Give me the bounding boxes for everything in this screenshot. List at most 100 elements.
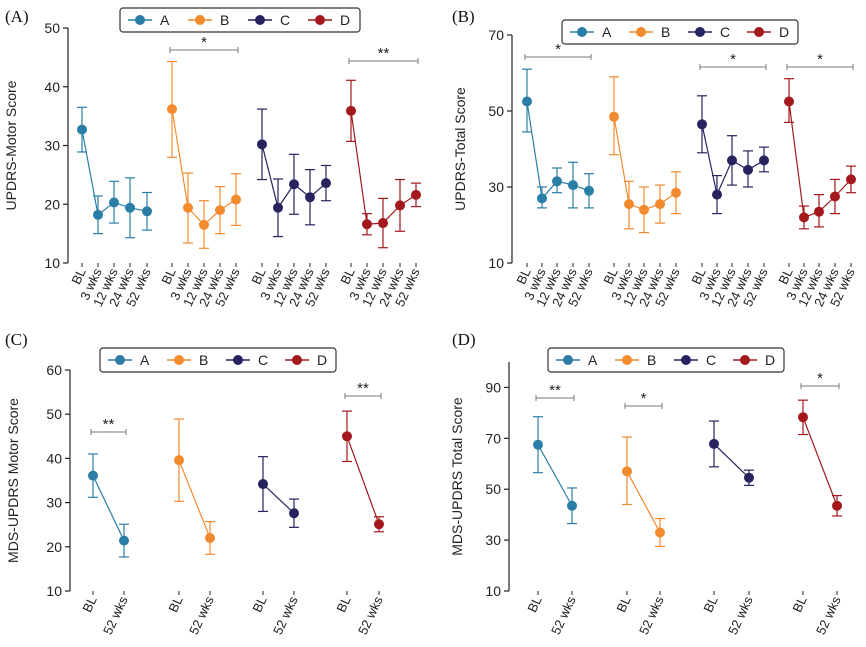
series-line-A xyxy=(92,475,125,541)
x-tick-label: BL xyxy=(700,594,720,615)
legend-box xyxy=(119,7,361,33)
y-tick-label: 60 xyxy=(46,362,62,378)
x-tick-label: BL xyxy=(524,594,544,615)
x-tick-label: BL xyxy=(337,266,357,287)
series-line-B xyxy=(178,459,211,539)
x-tick-label: 52 wks xyxy=(548,593,579,636)
data-point-A xyxy=(142,206,152,217)
significance-label: * xyxy=(555,41,561,58)
legend-marker-C xyxy=(695,27,705,37)
data-point-D xyxy=(799,212,809,223)
data-point-B xyxy=(639,204,649,215)
x-tick-label: BL xyxy=(248,266,268,287)
y-tick-label: 20 xyxy=(46,539,62,555)
y-tick-label: 50 xyxy=(485,481,501,497)
y-tick-label: 30 xyxy=(488,179,504,195)
panel-label: (D) xyxy=(452,330,476,349)
legend-label-C: C xyxy=(280,12,290,28)
y-tick-label: 10 xyxy=(46,583,62,599)
data-point-C xyxy=(744,472,754,483)
data-point-C xyxy=(257,139,267,150)
data-point-B xyxy=(199,219,209,230)
legend-label-C: C xyxy=(258,352,268,368)
legend-label-D: D xyxy=(340,12,350,28)
data-point-A xyxy=(552,176,562,187)
y-axis-label: MDS-UPDRS Total Score xyxy=(449,397,465,556)
y-tick-label: 30 xyxy=(485,532,501,548)
data-point-D xyxy=(832,500,842,511)
y-tick-label: 30 xyxy=(44,138,60,154)
y-axis-label: UPDRS-Total Score xyxy=(452,87,468,211)
data-point-C xyxy=(727,155,737,166)
legend-marker-A xyxy=(577,27,587,37)
series-line-A xyxy=(537,444,573,507)
data-point-D xyxy=(798,412,808,423)
y-axis-label: MDS-UPDRS Motor Score xyxy=(5,398,21,563)
legend-box xyxy=(547,347,785,373)
legend-label-D: D xyxy=(765,352,775,368)
data-point-D xyxy=(374,519,384,530)
legend-label-A: A xyxy=(140,352,150,368)
significance-label: * xyxy=(730,51,736,68)
x-tick-label: BL xyxy=(68,266,88,287)
y-tick-label: 20 xyxy=(44,196,60,212)
significance-label: * xyxy=(641,390,647,407)
significance-label: * xyxy=(817,370,823,387)
legend-marker-C xyxy=(233,355,243,365)
legend-marker-A xyxy=(115,355,125,365)
data-point-D xyxy=(346,105,356,116)
significance-label: * xyxy=(201,34,207,51)
x-tick-label: BL xyxy=(513,266,533,287)
x-tick-label: 52 wks xyxy=(355,593,386,636)
legend-marker-C xyxy=(255,15,265,25)
data-point-C xyxy=(759,155,769,166)
legend-label-C: C xyxy=(706,352,716,368)
x-tick-label: BL xyxy=(79,594,99,615)
legend-marker-D xyxy=(292,355,302,365)
data-point-B xyxy=(671,187,681,198)
legend-marker-C xyxy=(681,355,691,365)
x-tick-label: BL xyxy=(688,266,708,287)
data-point-B xyxy=(655,199,665,210)
legend-label-A: A xyxy=(160,12,170,28)
significance-label: ** xyxy=(357,380,369,397)
series-line-D xyxy=(788,101,852,219)
y-tick-label: 40 xyxy=(46,450,62,466)
x-tick-label: BL xyxy=(789,594,809,615)
data-point-B xyxy=(622,466,632,477)
data-point-C xyxy=(743,164,753,175)
x-tick-label: 52 wks xyxy=(186,593,217,636)
data-point-C xyxy=(273,202,283,213)
data-point-D xyxy=(342,431,352,442)
legend-marker-B xyxy=(195,15,205,25)
data-point-C xyxy=(712,189,722,200)
legend-label-B: B xyxy=(661,24,670,40)
data-point-D xyxy=(784,96,794,107)
data-point-A xyxy=(533,439,543,450)
data-point-B xyxy=(609,111,619,122)
y-tick-label: 50 xyxy=(44,20,60,36)
data-point-D xyxy=(378,218,388,229)
y-tick-label: 10 xyxy=(485,583,501,599)
x-tick-label: BL xyxy=(158,266,178,287)
data-point-A xyxy=(567,500,577,511)
data-point-D xyxy=(362,219,372,230)
data-point-B xyxy=(183,202,193,213)
y-tick-label: 30 xyxy=(46,495,62,511)
data-point-A xyxy=(77,124,87,135)
y-tick-label: 70 xyxy=(485,430,501,446)
y-tick-label: 50 xyxy=(46,406,62,422)
y-tick-label: 40 xyxy=(44,79,60,95)
panel-label: (A) xyxy=(5,7,29,26)
y-axis-label: UPDRS-Motor Score xyxy=(3,80,19,210)
legend-marker-D xyxy=(315,15,325,25)
legend-marker-B xyxy=(636,27,646,37)
series-line-D xyxy=(346,436,380,525)
series-line-B xyxy=(613,116,677,211)
panel-label: (B) xyxy=(452,7,475,26)
x-tick-label: 52 wks xyxy=(725,593,756,636)
data-point-C xyxy=(709,438,719,449)
x-tick-label: BL xyxy=(600,266,620,287)
data-point-D xyxy=(814,206,824,217)
